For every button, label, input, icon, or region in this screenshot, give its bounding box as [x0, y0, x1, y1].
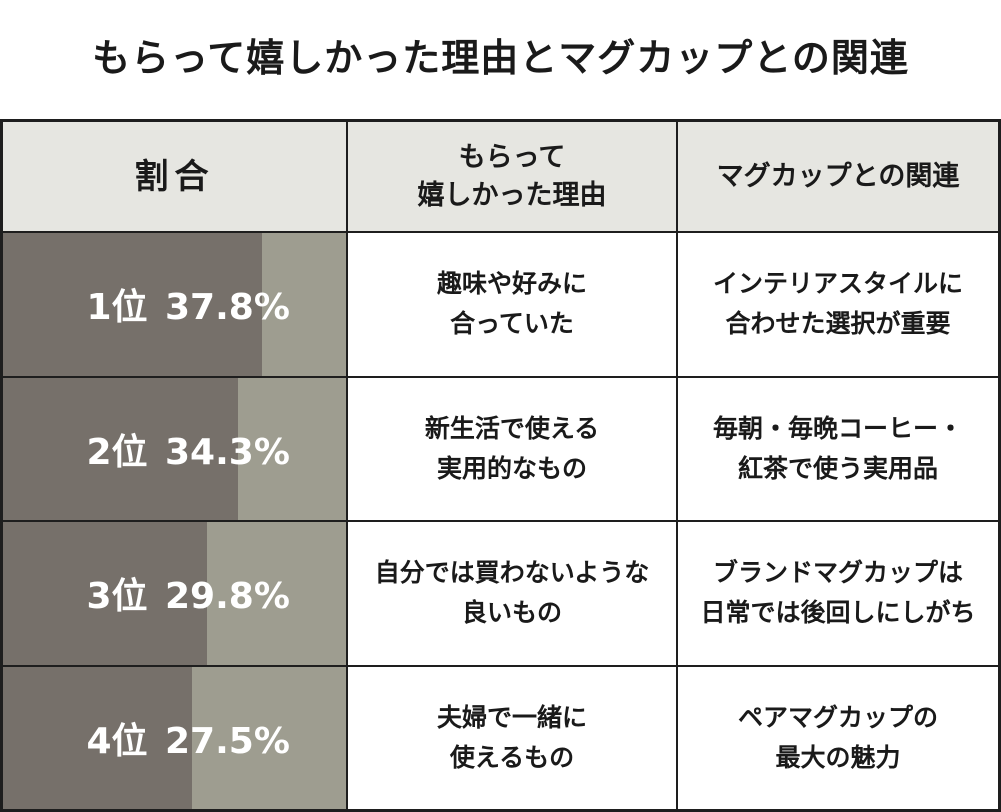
- relation-line: 合わせた選択が重要: [725, 309, 951, 339]
- reason-cell: 新生活で使える 実用的なもの: [348, 377, 676, 520]
- percent-label: 37.8%: [165, 287, 290, 329]
- reason-line: 新生活で使える: [424, 413, 600, 443]
- rate-bar: [3, 666, 192, 809]
- reason-line: 良いもの: [461, 598, 562, 628]
- relation-cell: 毎朝・毎晩コーヒー・ 紅茶で使う実用品: [678, 377, 998, 520]
- rate-label: 3位 29.8%: [3, 567, 290, 619]
- relation-cell: ペアマグカップの 最大の魅力: [678, 666, 998, 809]
- relation-line: 紅茶で使う実用品: [737, 453, 938, 483]
- rate-label: 4位 27.5%: [3, 712, 290, 764]
- relation-line: ペアマグカップの: [737, 702, 938, 732]
- percent-label: 27.5%: [165, 720, 290, 762]
- reason-line: 合っていた: [450, 309, 574, 339]
- header-reason-line: 嬉しかった理由: [417, 179, 607, 211]
- relation-line: 日常では後回しにしがち: [700, 598, 976, 628]
- rate-cell: 4位 27.5%: [3, 666, 346, 809]
- header-reason-line: もらって: [458, 141, 566, 173]
- header-relation: マグカップとの関連: [678, 122, 998, 231]
- rate-cell: 3位 29.8%: [3, 522, 346, 665]
- reason-line: 使えるもの: [449, 742, 575, 772]
- rank-label: 2位: [86, 431, 148, 473]
- rate-label: 1位 37.8%: [3, 278, 290, 330]
- reason-cell: 自分では買わないような 良いもの: [348, 522, 676, 665]
- rate-cell: 2位 34.3%: [3, 377, 346, 520]
- page-title: もらって嬉しかった理由とマグカップとの関連: [92, 36, 909, 80]
- rate-label: 2位 34.3%: [3, 423, 290, 475]
- rank-label: 1位: [86, 287, 148, 329]
- reason-line: 夫婦で一緒に: [436, 702, 587, 732]
- relation-cell: インテリアスタイルに 合わせた選択が重要: [678, 233, 998, 376]
- rate-bar: [3, 233, 263, 376]
- rate-cell: 1位 37.8%: [3, 233, 346, 376]
- reason-line: 自分では買わないような: [374, 558, 650, 588]
- rank-label: 4位: [86, 720, 148, 762]
- reason-cell: 夫婦で一緒に 使えるもの: [348, 666, 676, 809]
- relation-line: 毎朝・毎晩コーヒー・: [712, 413, 963, 443]
- header-rate: 割合: [3, 122, 346, 231]
- relation-cell: ブランドマグカップは 日常では後回しにしがち: [678, 522, 998, 665]
- relation-line: ブランドマグカップは: [712, 558, 963, 588]
- percent-label: 29.8%: [165, 576, 290, 618]
- rank-label: 3位: [86, 576, 148, 618]
- percent-label: 34.3%: [165, 431, 290, 473]
- relation-line: インテリアスタイルに: [712, 269, 963, 299]
- rate-bar: [3, 377, 239, 520]
- reason-cell: 趣味や好みに 合っていた: [348, 233, 676, 376]
- rate-bar: [3, 522, 208, 665]
- reason-line: 趣味や好みに: [436, 269, 587, 299]
- ranking-table: 割合 もらって 嬉しかった理由 マグカップとの関連 1位 37.8% 趣味や好みに…: [0, 119, 1001, 812]
- relation-line: 最大の魅力: [775, 742, 901, 772]
- header-reason: もらって 嬉しかった理由: [348, 122, 676, 231]
- reason-line: 実用的なもの: [436, 453, 587, 483]
